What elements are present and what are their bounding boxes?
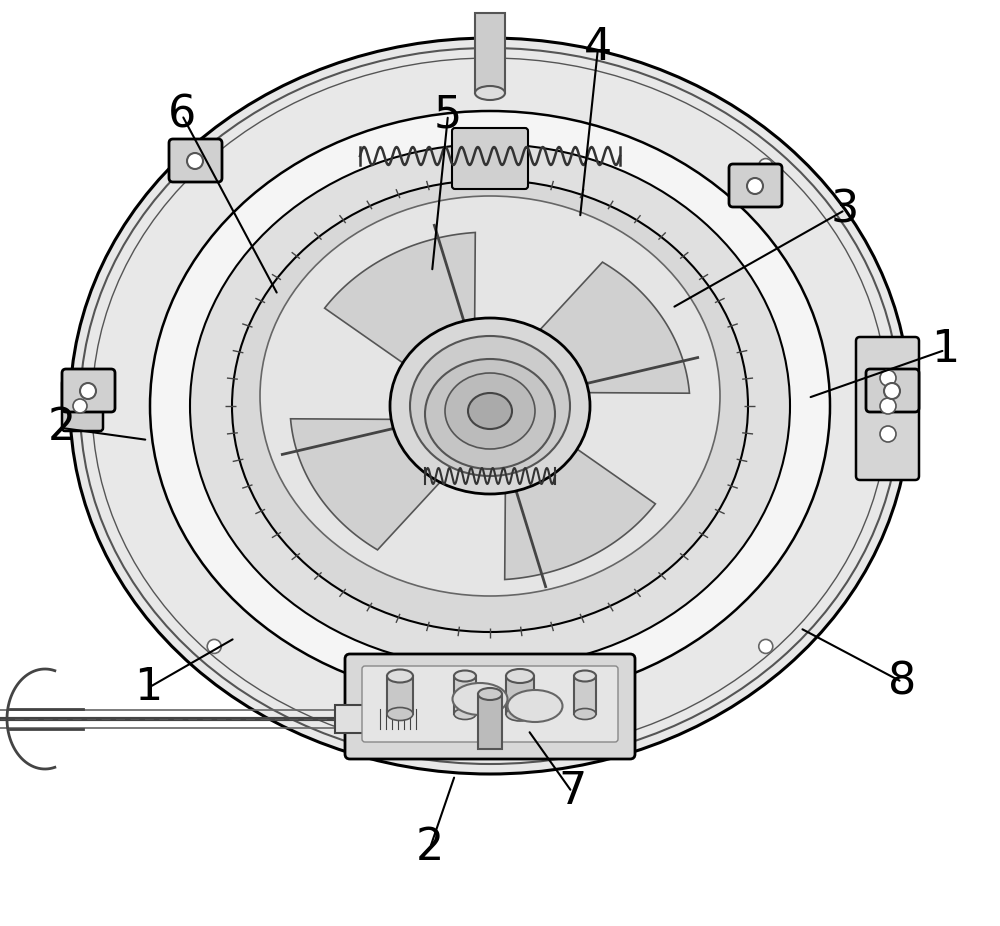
FancyBboxPatch shape xyxy=(729,164,782,207)
Text: 8: 8 xyxy=(888,660,916,704)
Text: 1: 1 xyxy=(134,667,162,709)
Ellipse shape xyxy=(150,111,830,701)
Circle shape xyxy=(759,158,773,172)
FancyBboxPatch shape xyxy=(866,369,919,412)
Text: 2: 2 xyxy=(48,407,76,449)
Text: 2: 2 xyxy=(416,827,444,870)
Ellipse shape xyxy=(390,318,590,494)
Ellipse shape xyxy=(410,336,570,476)
Circle shape xyxy=(73,399,87,413)
FancyBboxPatch shape xyxy=(62,380,103,431)
FancyBboxPatch shape xyxy=(62,369,115,412)
Bar xyxy=(387,676,413,714)
Ellipse shape xyxy=(506,669,534,683)
FancyBboxPatch shape xyxy=(169,139,222,182)
Bar xyxy=(377,708,429,730)
Circle shape xyxy=(747,178,763,194)
Ellipse shape xyxy=(454,708,476,720)
Polygon shape xyxy=(291,419,460,550)
Text: 6: 6 xyxy=(168,94,196,136)
Bar xyxy=(478,694,502,749)
Text: 7: 7 xyxy=(558,770,586,814)
Ellipse shape xyxy=(478,688,502,700)
Ellipse shape xyxy=(574,708,596,720)
Ellipse shape xyxy=(454,670,476,682)
Polygon shape xyxy=(505,432,655,580)
Ellipse shape xyxy=(70,38,910,774)
Bar xyxy=(506,676,534,714)
Ellipse shape xyxy=(468,393,512,429)
Circle shape xyxy=(759,640,773,654)
Ellipse shape xyxy=(475,86,505,100)
Ellipse shape xyxy=(452,683,508,715)
Ellipse shape xyxy=(425,359,555,469)
Text: 5: 5 xyxy=(434,94,462,136)
Text: 3: 3 xyxy=(831,189,859,232)
Bar xyxy=(574,676,596,714)
FancyBboxPatch shape xyxy=(856,337,919,480)
Circle shape xyxy=(187,153,203,169)
Text: 4: 4 xyxy=(584,27,612,69)
Ellipse shape xyxy=(260,196,720,596)
Ellipse shape xyxy=(506,707,534,721)
Text: 1: 1 xyxy=(931,329,959,371)
Circle shape xyxy=(880,370,896,386)
Circle shape xyxy=(207,640,221,654)
Circle shape xyxy=(207,158,221,172)
Ellipse shape xyxy=(387,707,413,720)
Bar xyxy=(475,13,505,93)
FancyBboxPatch shape xyxy=(452,128,528,189)
Circle shape xyxy=(880,426,896,442)
Ellipse shape xyxy=(445,373,535,449)
Bar xyxy=(454,676,476,714)
Ellipse shape xyxy=(574,670,596,682)
Ellipse shape xyxy=(190,144,790,668)
Circle shape xyxy=(884,383,900,399)
FancyBboxPatch shape xyxy=(345,654,635,759)
Ellipse shape xyxy=(387,669,413,682)
Bar xyxy=(335,705,377,733)
Polygon shape xyxy=(325,232,475,380)
Polygon shape xyxy=(520,262,689,394)
Ellipse shape xyxy=(508,690,562,722)
Circle shape xyxy=(880,398,896,414)
FancyBboxPatch shape xyxy=(362,666,618,742)
Ellipse shape xyxy=(232,180,748,632)
Circle shape xyxy=(80,383,96,399)
